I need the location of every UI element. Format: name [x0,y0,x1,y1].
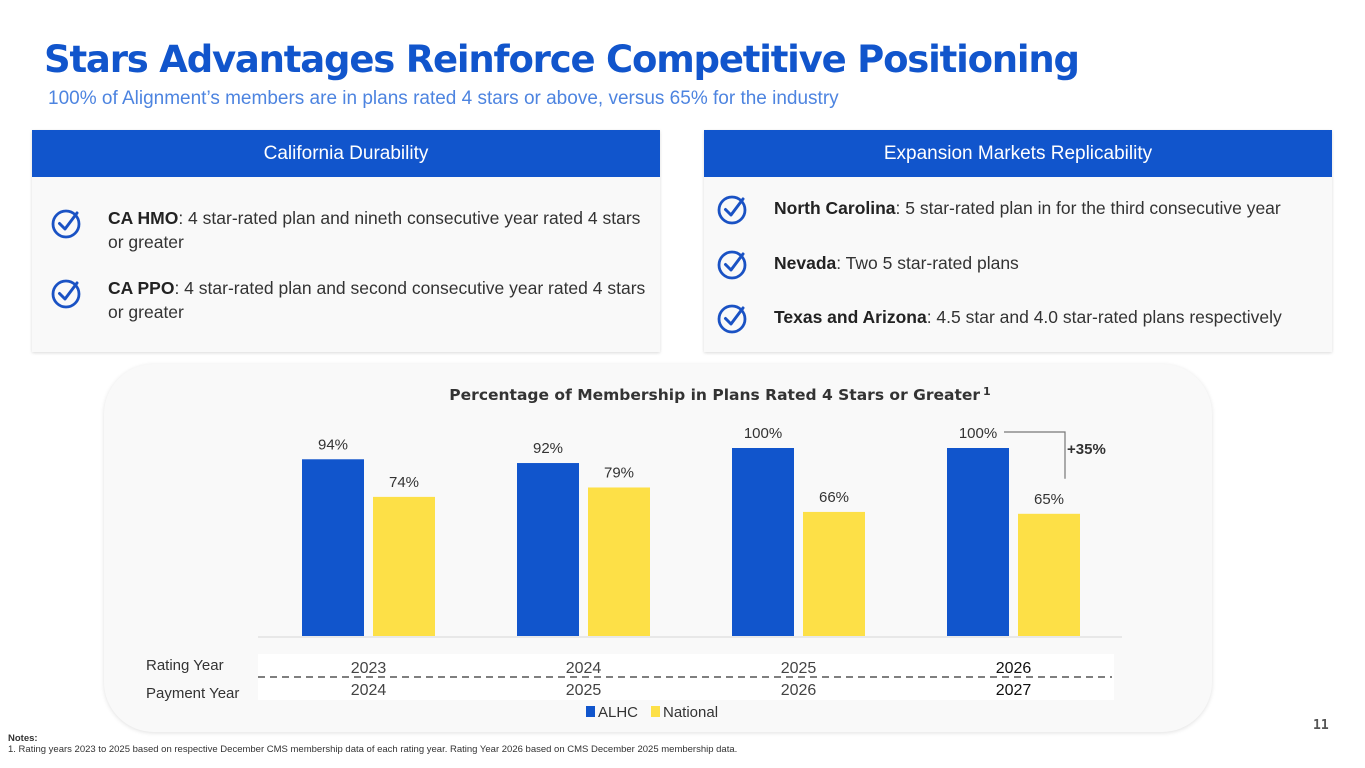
legend-swatch-national [651,706,660,717]
bar-value-label: 74% [389,474,419,491]
panel-header: California Durability [32,130,660,177]
bar-national-2026 [1018,513,1080,636]
item-text: North Carolina: 5 star-rated plan in for… [774,196,1281,220]
bar-national-2024 [588,487,650,636]
item-label: CA HMO [108,208,179,228]
check-circle-icon [51,209,81,239]
california-durability-panel: California Durability CA HMO: 4 star-rat… [32,130,660,352]
rating-year-cell: 2025 [781,660,817,677]
note-item: 1. Rating years 2023 to 2025 based on re… [8,744,738,755]
bar-value-label: 100% [959,425,997,442]
bar-alhc-2025 [732,448,794,636]
annotation-label: +35% [1067,441,1106,458]
payment-year-cell: 2024 [351,682,387,699]
payment-year-cell: 2027 [996,682,1032,699]
rating-year-cell: 2026 [996,660,1032,677]
bar-alhc-2026 [947,448,1009,636]
expansion-markets-panel: Expansion Markets Replicability North Ca… [704,130,1332,352]
chart-title-text: Percentage of Membership in Plans Rated … [449,386,980,404]
legend-label-national: National [663,704,718,721]
item-description: : 4 star-rated plan and second consecuti… [108,278,646,322]
bar-value-label: 66% [819,489,849,506]
item-description: : 4 star-rated plan and nineth consecuti… [108,208,641,252]
page-title: Stars Advantages Reinforce Competitive P… [44,38,1080,81]
payment-year-label: Payment Year [146,685,239,702]
list-item: CA HMO: 4 star-rated plan and nineth con… [50,206,650,254]
list-item: Nevada: Two 5 star-rated plans [716,247,1328,281]
item-label: CA PPO [108,278,175,298]
item-label: Nevada [774,253,837,273]
difference-annotation: +35% [1004,431,1106,479]
bar-value-label: 65% [1034,491,1064,508]
item-text: CA HMO: 4 star-rated plan and nineth con… [108,206,650,254]
notes-heading: Notes: [8,733,38,744]
check-circle-icon [717,195,747,225]
check-circle-icon [717,250,747,280]
item-label: North Carolina [774,198,896,218]
item-text: Texas and Arizona: 4.5 star and 4.0 star… [774,305,1282,329]
page-subtitle: 100% of Alignment’s members are in plans… [48,88,839,109]
payment-year-cell: 2025 [566,682,602,699]
list-item: North Carolina: 5 star-rated plan in for… [716,192,1328,226]
check-circle-icon [51,279,81,309]
list-item: CA PPO: 4 star-rated plan and second con… [50,276,650,324]
bar-alhc-2024 [517,463,579,636]
rating-year-cell: 2024 [566,660,602,677]
chart-title-footnote: 1 [983,385,991,398]
check-circle-icon [717,304,747,334]
item-text: CA PPO: 4 star-rated plan and second con… [108,276,650,324]
item-label: Texas and Arizona [774,307,927,327]
item-description: : 5 star-rated plan in for the third con… [895,198,1281,218]
bar-national-2025 [803,511,865,636]
bars-group: 94% 74% 92% 79% 100% 66% 100% 65% [302,425,1080,636]
item-description: : 4.5 star and 4.0 star-rated plans resp… [926,307,1282,327]
item-text: Nevada: Two 5 star-rated plans [774,251,1019,275]
bar-value-label: 100% [744,425,782,442]
legend-label-alhc: ALHC [598,704,638,721]
bar-value-label: 79% [604,464,634,481]
footnotes: Notes: 1. Rating years 2023 to 2025 base… [8,733,737,755]
rating-year-cell: 2023 [351,660,387,677]
item-description: : Two 5 star-rated plans [836,253,1019,273]
rating-year-label: Rating Year [146,657,224,674]
year-cells-group: 2023 2024 2024 2025 2025 2026 2026 2027 [351,660,1032,699]
bar-national-2023 [373,496,435,636]
year-table-background [258,654,1114,700]
bar-value-label: 94% [318,436,348,453]
bar-value-label: 92% [533,440,563,457]
list-item: Texas and Arizona: 4.5 star and 4.0 star… [716,301,1328,335]
legend-swatch-alhc [586,706,595,717]
chart-legend: ALHC National [586,704,718,721]
bar-alhc-2023 [302,459,364,636]
page-number: 11 [1313,718,1329,733]
annotation-bracket [1004,431,1066,479]
chart-title: Percentage of Membership in Plans Rated … [449,385,990,404]
panel-header: Expansion Markets Replicability [704,130,1332,177]
payment-year-cell: 2026 [781,682,817,699]
